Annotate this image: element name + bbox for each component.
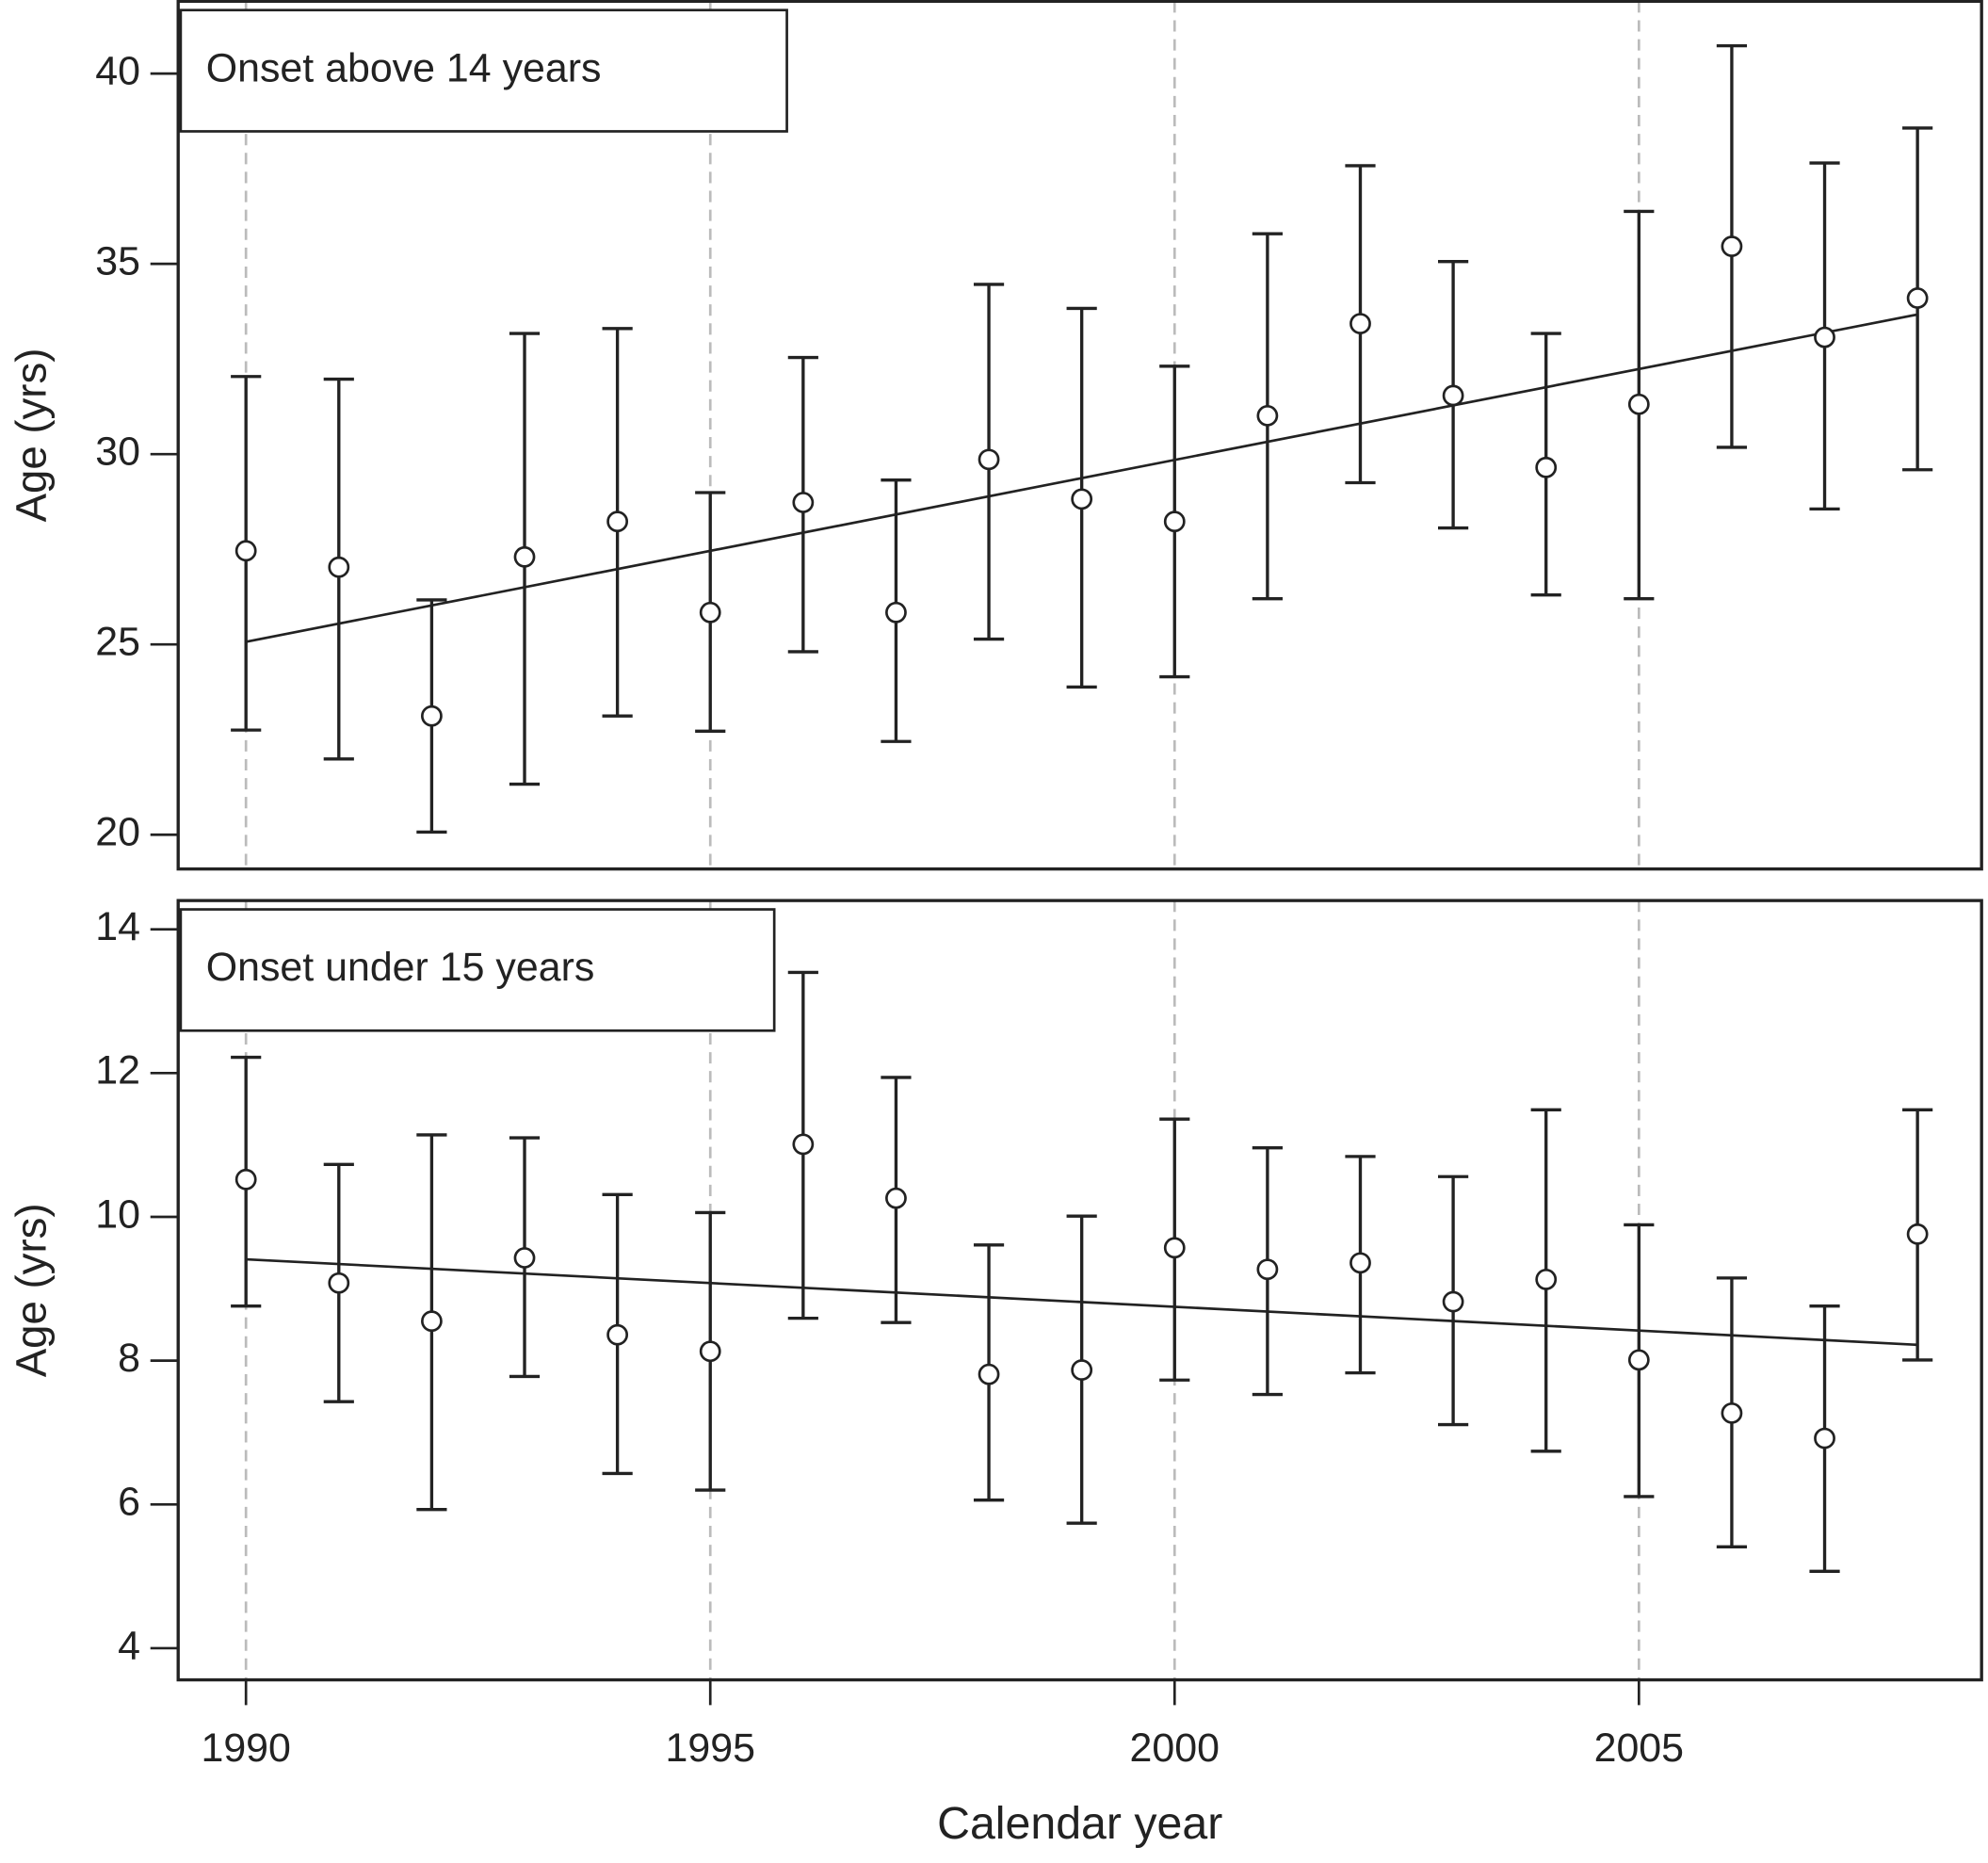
point (606, 1323, 629, 1346)
point (1721, 1401, 1743, 1424)
point (1350, 1252, 1371, 1274)
y-tick-label: 4 (118, 1623, 140, 1668)
annotation-box (179, 908, 776, 1032)
x-tick-label: 1995 (666, 1725, 755, 1771)
point (1163, 1237, 1186, 1259)
annotation: Onset above 14 years (206, 45, 602, 90)
y-axis-label: Age (yrs) (7, 1203, 55, 1377)
point (1814, 1427, 1835, 1450)
point (606, 510, 629, 533)
point (1535, 456, 1558, 478)
x-axis-label: Calendar year (937, 1798, 1222, 1849)
point (1906, 287, 1929, 309)
point (1442, 384, 1464, 407)
point (792, 492, 815, 513)
y-tick-label: 12 (95, 1048, 140, 1094)
y-tick-label: 25 (95, 620, 140, 665)
point (328, 1272, 350, 1294)
y-tick-label: 20 (95, 810, 140, 855)
annotation-box (179, 8, 788, 133)
point (1442, 1290, 1464, 1313)
y-tick-label: 8 (118, 1336, 140, 1381)
point (699, 1340, 721, 1363)
point (885, 601, 907, 624)
point (513, 545, 536, 568)
annotation: Onset under 15 years (206, 945, 595, 990)
point (1071, 1359, 1093, 1381)
x-tick-label: 2000 (1130, 1725, 1220, 1771)
y-tick-label: 10 (95, 1191, 140, 1237)
point (885, 1187, 907, 1209)
point (1071, 488, 1093, 510)
point (1627, 1349, 1650, 1371)
point (234, 540, 257, 562)
point (1814, 326, 1835, 348)
point (421, 705, 443, 727)
y-tick-label: 6 (118, 1480, 140, 1525)
x-tick-label: 1990 (201, 1725, 290, 1771)
point (1256, 1258, 1279, 1281)
point (1535, 1269, 1558, 1290)
point (513, 1247, 536, 1269)
y-tick-label: 35 (95, 238, 140, 284)
x-tick-label: 2005 (1594, 1725, 1684, 1771)
plot-frame (176, 0, 1983, 871)
point (234, 1168, 257, 1191)
point (978, 1363, 1000, 1385)
point (699, 601, 721, 624)
point (978, 448, 1000, 471)
y-axis-label: Age (yrs) (7, 348, 55, 523)
plot-frame (176, 899, 1983, 1682)
y-tick-label: 14 (95, 904, 140, 949)
point (328, 556, 350, 578)
y-tick-label: 40 (95, 48, 140, 93)
point (1627, 393, 1650, 415)
y-tick-label: 30 (95, 429, 140, 475)
point (1163, 510, 1186, 533)
point (1906, 1223, 1929, 1245)
point (421, 1310, 443, 1333)
point (1721, 235, 1743, 257)
point (1350, 313, 1371, 334)
point (792, 1133, 815, 1156)
point (1256, 404, 1279, 427)
